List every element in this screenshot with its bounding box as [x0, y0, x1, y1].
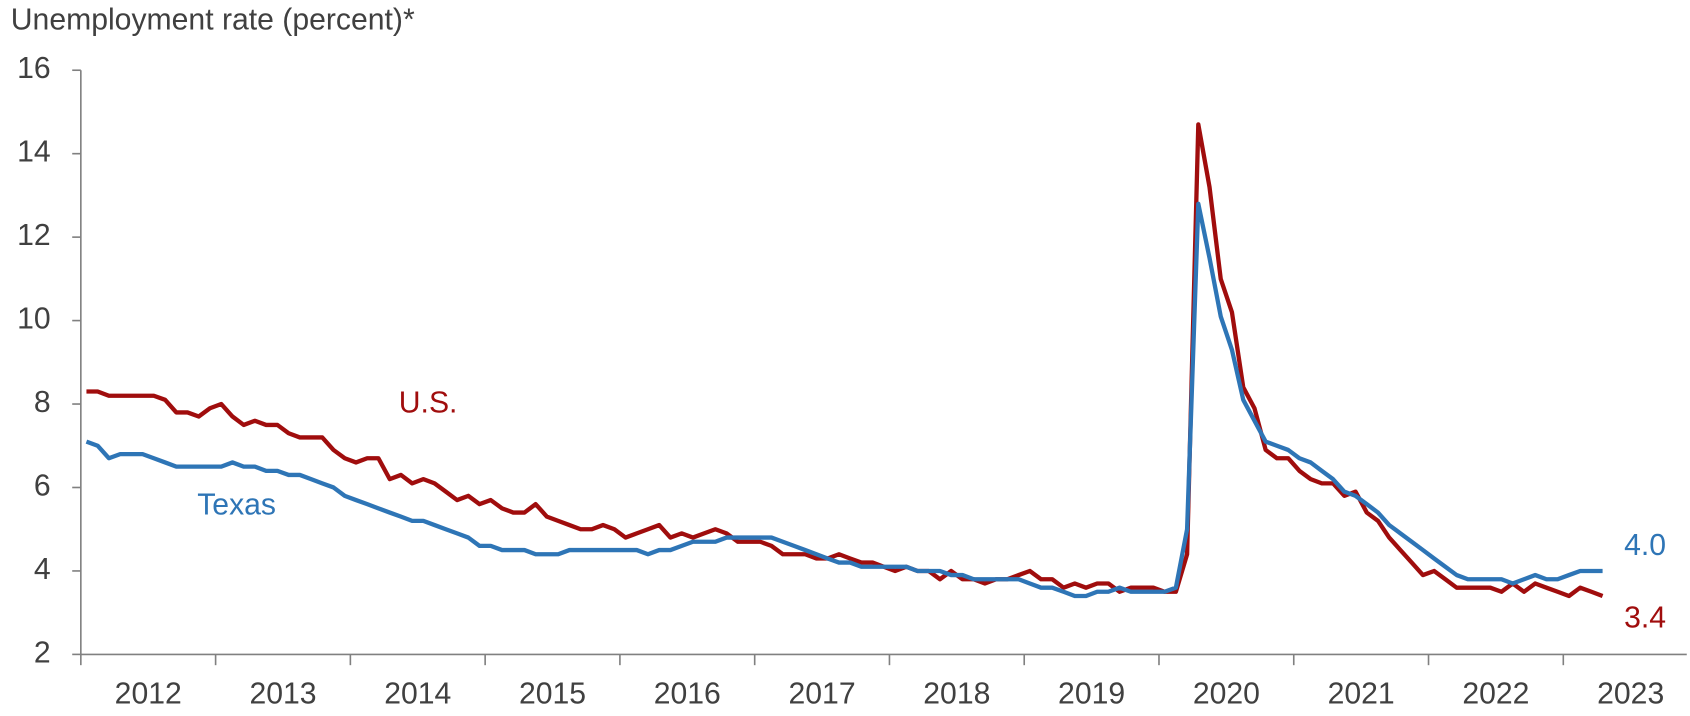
value-label: 4.0	[1624, 529, 1666, 562]
y-tick-label: 8	[34, 386, 51, 419]
x-tick-label: 2021	[1328, 677, 1395, 710]
x-tick-label: 2019	[1058, 677, 1125, 710]
series-label: U.S.	[399, 386, 458, 419]
y-tick-label: 16	[17, 52, 51, 85]
y-tick-label: 6	[34, 469, 51, 502]
series-line	[86, 122, 1604, 599]
series-line	[85, 201, 1603, 599]
x-tick-label: 2012	[115, 677, 182, 710]
x-tick-label: 2018	[923, 677, 990, 710]
x-tick-label: 2013	[249, 677, 316, 710]
y-tick-label: 12	[17, 219, 51, 252]
x-tick-label: 2014	[384, 677, 451, 710]
x-tick-label: 2015	[519, 677, 586, 710]
x-tick-label: 2023	[1597, 677, 1664, 710]
chart-title: Unemployment rate (percent)*	[11, 4, 415, 37]
y-tick-label: 10	[17, 303, 51, 336]
y-tick-label: 4	[34, 553, 51, 586]
x-tick-label: 2020	[1193, 677, 1260, 710]
y-tick-label: 2	[34, 636, 51, 669]
x-tick-label: 2022	[1462, 677, 1529, 710]
value-label: 3.4	[1624, 602, 1666, 635]
y-tick-label: 14	[17, 136, 51, 169]
x-tick-label: 2017	[789, 677, 856, 710]
x-tick-label: 2016	[654, 677, 721, 710]
series-label: Texas	[197, 489, 276, 522]
